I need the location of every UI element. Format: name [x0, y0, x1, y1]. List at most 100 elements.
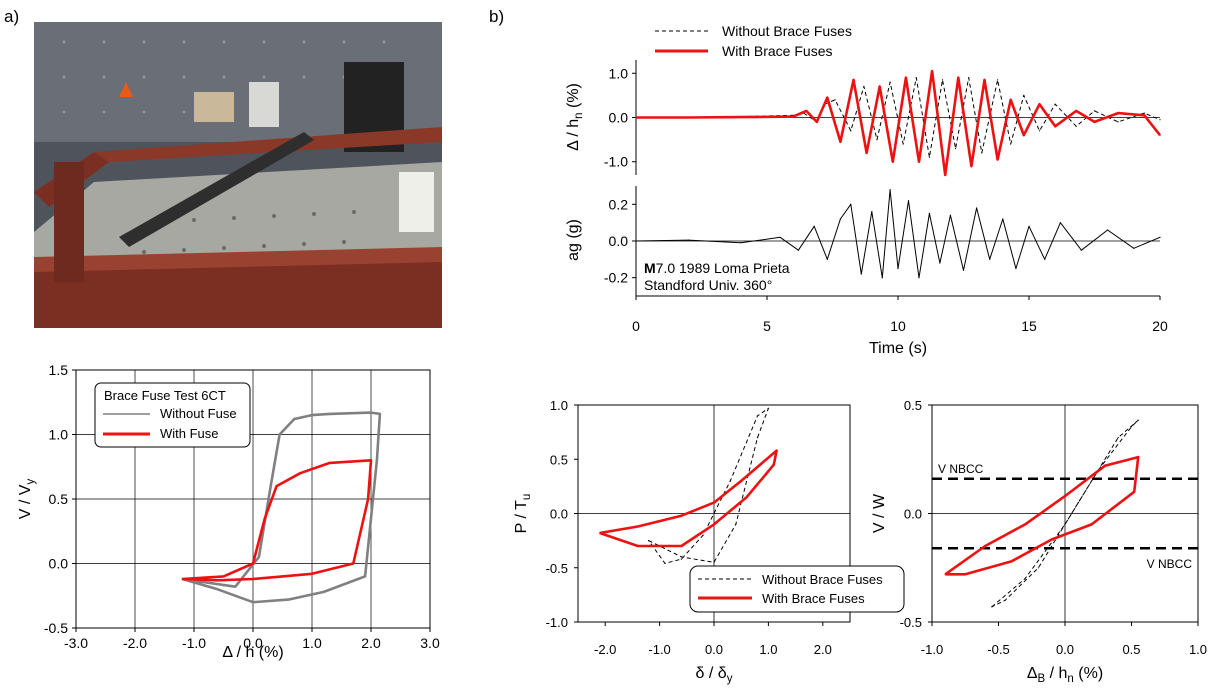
- hysteresis-legend-title: Brace Fuse Test 6CT: [104, 388, 226, 403]
- shear-xtick-label-1: -0.5: [987, 642, 1009, 657]
- ground-motion-point-0-2: [740, 242, 742, 244]
- drift-history-point-0-8: [850, 130, 852, 132]
- axial-ytick-label-0: -1.0: [546, 615, 568, 630]
- axial-xtick-label-3: 1.0: [759, 642, 777, 657]
- story-shear-point-0-6: [1117, 437, 1119, 439]
- ground-motion-point-0-29: [1133, 247, 1135, 249]
- drift-history-point-1-19: [997, 158, 999, 161]
- drift-history-point-1-4: [805, 110, 807, 112]
- drift-history-point-1-21: [1023, 134, 1025, 136]
- ground-motion-point-0-24: [1028, 225, 1030, 227]
- hysteresis-ylabel: V / Vy: [17, 479, 37, 520]
- drift-history-point-0-25: [1093, 110, 1096, 112]
- hysteresis-test-point-1-4: [276, 485, 278, 487]
- axial-hysteresis-point-1-3: [713, 502, 715, 504]
- ground-motion-point-0-4: [797, 249, 800, 251]
- hysteresis-test-point-1-7: [370, 459, 372, 461]
- axial-xtick-label-2: 0.0: [705, 642, 723, 657]
- drift-legend-label-1: With Brace Fuses: [722, 43, 832, 59]
- hysteresis-test-point-1-1: [222, 575, 225, 578]
- hysteresis-test-point-0-3: [270, 485, 272, 487]
- hysteresis-test-point-0-12: [323, 591, 325, 593]
- shear-xtick-label-2: 0.0: [1056, 642, 1074, 657]
- ground-motion-point-0-14: [907, 200, 910, 202]
- story-shear-point-0-1: [1024, 578, 1026, 580]
- hysteresis-test-point-1-2: [252, 562, 254, 565]
- time-xtick-label-1: 5: [763, 318, 771, 334]
- hysteresis-test-point-1-8: [367, 498, 369, 500]
- axial-ylabel: P / Tu: [513, 494, 533, 534]
- hysteresis-test-point-1-10: [311, 573, 313, 575]
- hysteresis-test-point-1-6: [329, 462, 331, 464]
- drift-history-point-0-18: [981, 152, 983, 154]
- shear-ylabel: V / W: [871, 493, 888, 533]
- axial-ytick-label-2: 0.0: [550, 507, 568, 522]
- drift-history-point-0-13: [915, 77, 917, 79]
- ground-motion-point-0-30: [1159, 236, 1161, 238]
- ground-ytick-label-2: 0.2: [609, 196, 629, 212]
- drift-history-point-1-20: [1010, 99, 1012, 101]
- story-shear-point-1-6: [1133, 491, 1135, 493]
- drift-history-point-1-16: [957, 77, 959, 79]
- drift-history-point-0-16: [955, 147, 957, 150]
- story-shear-point-0-9: [1004, 599, 1006, 601]
- hysteresis-xtick-label-1: -2.0: [123, 635, 147, 651]
- hysteresis-test-point-1-11: [252, 578, 254, 580]
- chart-drift-history: -1.00.01.0Δ / hn (%)Without Brace FusesW…: [565, 23, 1162, 177]
- hysteresis-xtick-label-5: 2.0: [361, 635, 381, 651]
- drift-history-point-0-28: [1159, 119, 1161, 121]
- drift-history-series-1: [636, 69, 1162, 177]
- hysteresis-ytick-label-2: 0.5: [49, 491, 69, 507]
- story-shear-point-1-3: [1064, 495, 1066, 497]
- hysteresis-test-point-0-2: [258, 556, 260, 558]
- drift-history-point-0-12: [902, 143, 904, 145]
- hysteresis-legend-label-1: With Fuse: [160, 426, 219, 441]
- axial-hysteresis-point-1-6: [773, 464, 775, 466]
- hysteresis-test-point-1-12: [217, 579, 219, 581]
- drift-history-point-0-22: [1038, 130, 1041, 132]
- photo-illustration: [34, 22, 442, 328]
- drift-history-point-1-6: [826, 97, 828, 99]
- hysteresis-ytick-label-3: 1.0: [49, 427, 69, 443]
- drift-ylabel: Δ / hn (%): [565, 83, 585, 151]
- panel-label-b: b): [489, 7, 504, 26]
- hysteresis-xtick-label-4: 1.0: [302, 635, 322, 651]
- hysteresis-test-point-0-14: [252, 601, 254, 603]
- axial-hysteresis-point-0-7: [729, 480, 731, 482]
- ground-motion-point-0-3: [779, 236, 781, 238]
- story-shear-point-1-9: [1011, 560, 1013, 562]
- shear-reference-label-1: V NBCC: [1147, 557, 1193, 571]
- drift-history-point-1-1: [687, 116, 690, 119]
- drift-history-point-0-24: [1075, 125, 1077, 127]
- shear-xtick-label-4: 1.0: [1189, 642, 1207, 657]
- hysteresis-ytick-label-4: 1.5: [49, 362, 69, 378]
- ground-motion-point-0-19: [962, 269, 965, 271]
- ground-ytick-label-1: 0.0: [609, 233, 629, 249]
- ground-motion-point-0-26: [1059, 222, 1061, 224]
- ground-motion-point-0-8: [850, 203, 852, 205]
- axial-hysteresis-point-1-7: [746, 496, 748, 498]
- drift-history-point-1-10: [879, 85, 881, 88]
- shear-reference-label-0: V NBCC: [938, 462, 984, 476]
- story-shear-point-1-2: [1024, 523, 1026, 526]
- panel-label-a: a): [4, 7, 19, 26]
- drift-history-point-1-15: [944, 174, 946, 176]
- axial-hysteresis-point-0-6: [756, 415, 759, 417]
- shear-xtick-label-0: -1.0: [921, 642, 943, 657]
- axial-xlabel: δ / δy: [696, 665, 733, 685]
- drift-history-point-1-26: [1117, 112, 1119, 114]
- chart-story-shear: -1.0 -0.5 0.0 0.5 1.0 -0.5 0.0 0.5 V NBCC V NBCC Δ…: [871, 398, 1207, 685]
- drift-ytick-label-0: -1.0: [604, 154, 628, 170]
- ground-motion-point-0-9: [860, 273, 862, 275]
- ground-motion-point-0-1: [687, 239, 690, 241]
- hysteresis-xtick-label-0: -3.0: [64, 635, 88, 651]
- axial-hysteresis-series-0: [648, 407, 769, 564]
- hysteresis-ytick-label-1: 0.0: [49, 556, 69, 572]
- ground-motion-point-0-6: [826, 258, 828, 260]
- time-xlabel: Time (s): [869, 340, 927, 357]
- hysteresis-test-point-0-7: [329, 413, 331, 415]
- hysteresis-xlabel: Δ / h (%): [222, 644, 283, 661]
- axial-xtick-label-1: -1.0: [648, 642, 670, 657]
- hysteresis-test-point-1-5: [299, 472, 301, 474]
